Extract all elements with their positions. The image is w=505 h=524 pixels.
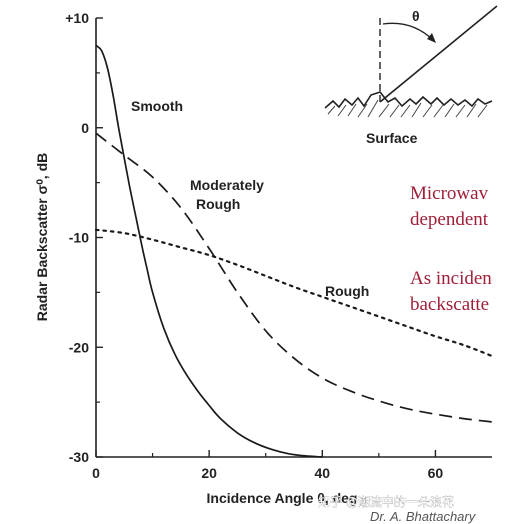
surface-hatching — [327, 99, 488, 118]
theta-symbol: θ — [412, 8, 420, 24]
smooth-curve — [95, 44, 323, 458]
rough-curve-label: Rough — [325, 283, 369, 299]
rough-surface-profile — [324, 91, 493, 109]
author-credit: Dr. A. Bhattachary — [370, 509, 477, 524]
x-tick-label: 60 — [428, 465, 444, 481]
moderately-rough-curve — [95, 132, 493, 423]
surface-label: Surface — [366, 130, 418, 146]
moderately-rough-label-line1: Moderately — [190, 177, 264, 193]
smooth-curve-label: Smooth — [131, 98, 183, 114]
y-tick-label: +10 — [65, 10, 89, 26]
y-axis-title: Radar Backscatter σ⁰, dB — [34, 153, 50, 321]
y-tick-label: -30 — [69, 449, 89, 465]
incidence-ray — [379, 5, 498, 103]
surface-inset-diagram: θ Surface — [324, 5, 498, 146]
y-tick-label: -20 — [69, 339, 89, 355]
x-tick-label: 20 — [201, 465, 217, 481]
y-tick-label: -10 — [69, 230, 89, 246]
x-axis-ticks: 0 20 40 60 — [92, 450, 443, 481]
rough-curve — [94, 228, 494, 358]
side-note-line3: As inciden — [410, 268, 492, 289]
side-note-line1: Microwav — [410, 183, 489, 204]
series-layer — [94, 44, 494, 458]
x-tick-label: 0 — [92, 465, 100, 481]
side-note-line2: dependent — [410, 209, 489, 230]
x-tick-label: 40 — [314, 465, 330, 481]
side-note-line4: backscatte — [410, 294, 489, 315]
y-tick-label: 0 — [81, 120, 89, 136]
theta-arc-arrowhead-icon — [427, 33, 436, 43]
theta-arc — [382, 22, 434, 41]
y-axis-ticks: +10 0 -10 -20 -30 — [65, 10, 103, 465]
x-axis-title: Incidence Angle θ, deg — [207, 490, 358, 506]
source-watermark: 知乎 @潮流中的一朵浪花 — [318, 494, 454, 509]
moderately-rough-label-line2: Rough — [196, 196, 240, 212]
